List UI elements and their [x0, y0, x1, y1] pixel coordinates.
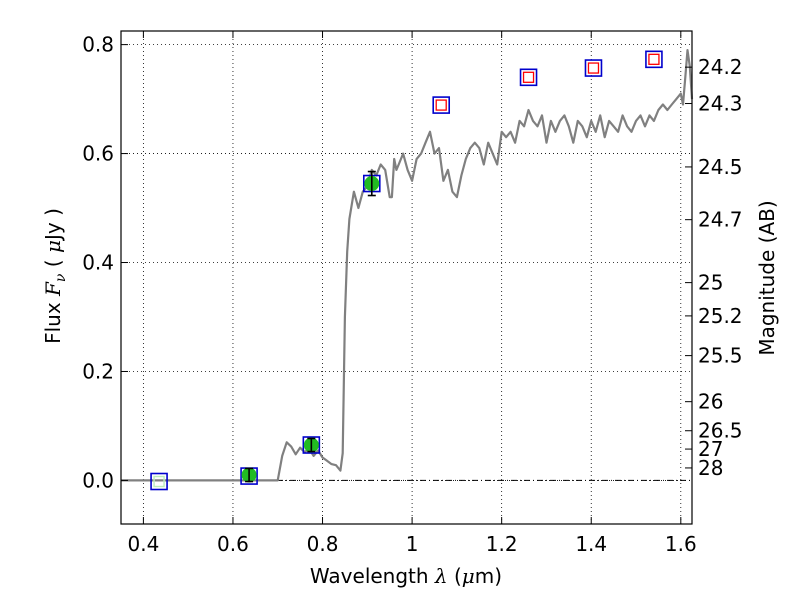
photometry-layer	[150, 50, 663, 491]
model-photometry-square	[150, 472, 168, 491]
magnitude-tick-label: 25	[698, 271, 723, 295]
model-spectrum-line	[121, 49, 694, 482]
y-tick-label: 0.6	[82, 142, 114, 166]
model-photometry-square	[645, 50, 663, 69]
magnitude-tick-label: 26	[698, 390, 723, 414]
x-tick-label: 0.8	[307, 532, 339, 556]
x-axis-label: Wavelength λ (μm)	[310, 564, 502, 588]
x-tick-label: 1.4	[575, 532, 607, 556]
upper-limit-marker	[522, 71, 535, 83]
y-tick-label: 0.4	[82, 251, 114, 275]
y-tick-labels: 0.0 0.2 0.4 0.6 0.8	[82, 33, 114, 493]
magnitude-tick-label: 26.5	[698, 419, 743, 443]
magnitude-tick-label: 24.7	[698, 208, 743, 232]
magnitude-tick-label: 24.3	[698, 92, 743, 116]
y-axis-label: Flux Fν ( μJy )	[41, 208, 69, 344]
model-spectrum-layer	[121, 49, 694, 482]
magnitude-tick-label: 27	[698, 437, 723, 461]
grid-lines	[121, 31, 692, 524]
upper-limit-marker	[435, 99, 447, 111]
x-tick-label: 1.2	[486, 532, 518, 556]
y-tick-label: 0.8	[82, 33, 114, 57]
x-tick-label: 0.4	[127, 532, 159, 556]
model-photometry-square	[302, 436, 321, 454]
non-detection-marker	[153, 475, 165, 488]
upper-limit-marker	[648, 53, 660, 65]
plot-frame	[120, 30, 693, 525]
magnitude-tick-label: 25.5	[698, 344, 743, 368]
model-photometry-square	[432, 96, 451, 114]
magnitude-tick-label: 24.2	[698, 55, 743, 79]
magnitude-tick-label: 28	[698, 456, 723, 480]
axis-ticks	[121, 31, 692, 524]
x-tick-label: 0.6	[217, 532, 249, 556]
model-photometry-square	[519, 68, 538, 87]
y-tick-label: 0.0	[82, 468, 114, 492]
model-photometry-square	[584, 59, 603, 77]
upper-limit-marker	[587, 62, 600, 74]
x-tick-label: 1.6	[665, 532, 697, 556]
magnitude-tick-label: 24.5	[698, 155, 743, 179]
x-tick-labels: 0.4 0.6 0.8 1 1.2 1.4 1.6	[127, 532, 696, 556]
magnitude-tick-label: 25.2	[698, 304, 743, 328]
x-tick-label: 1	[406, 532, 419, 556]
y-tick-label: 0.2	[82, 359, 114, 383]
magnitude-axis-label: Magnitude (AB)	[755, 200, 779, 355]
